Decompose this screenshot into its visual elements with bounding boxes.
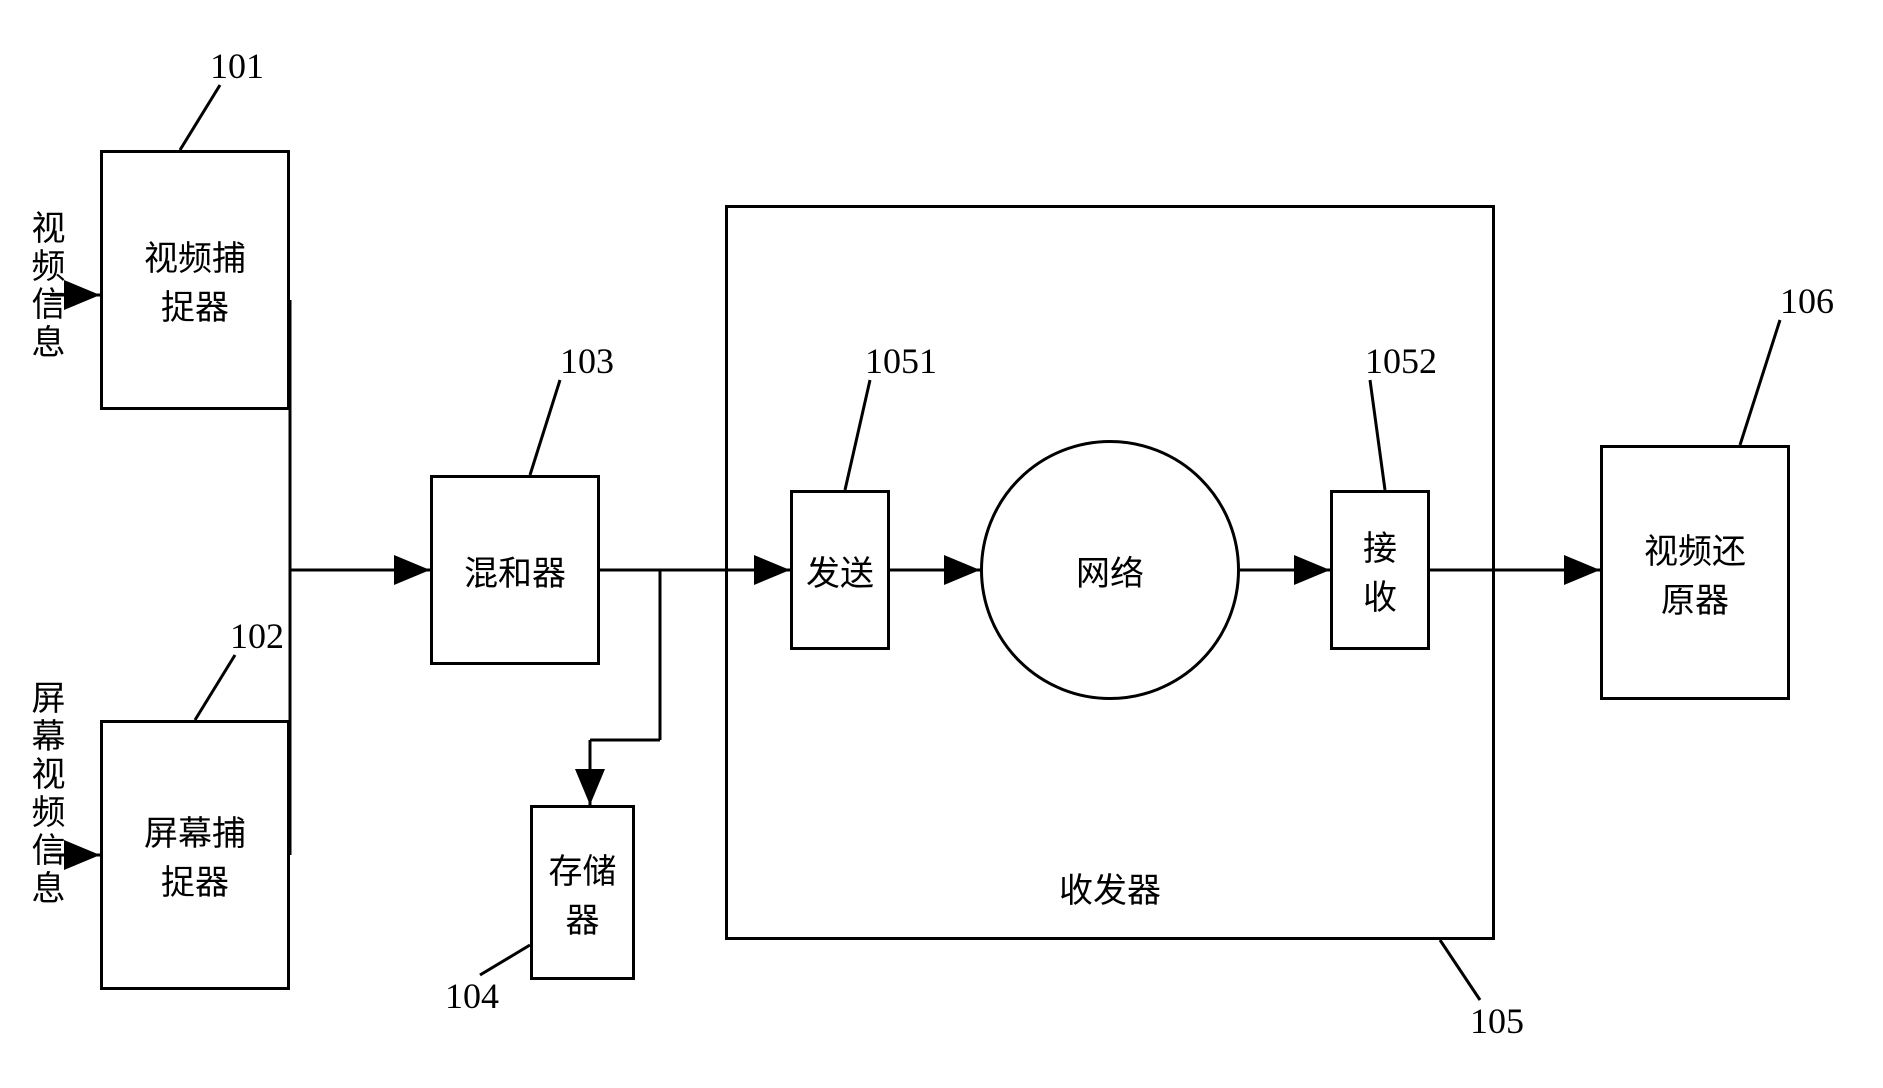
- input-label-video: 视频信息: [20, 210, 69, 362]
- receiver-label: 接收: [1333, 521, 1427, 619]
- video-capture-label: 视频捕捉器: [103, 231, 287, 329]
- transceiver-label: 收发器: [1059, 863, 1161, 912]
- video-restore-label: 视频还原器: [1603, 524, 1787, 622]
- id-102: 102: [230, 615, 284, 657]
- network-label: 网络: [1076, 546, 1144, 595]
- network-circle: 网络: [980, 440, 1240, 700]
- video-capture-box: 视频捕捉器: [100, 150, 290, 410]
- mixer-box: 混和器: [430, 475, 600, 665]
- storage-label: 存储器: [533, 844, 632, 942]
- id-101: 101: [210, 45, 264, 87]
- screen-capture-label: 屏幕捕捉器: [103, 806, 287, 904]
- sender-label: 发送: [806, 546, 874, 595]
- receiver-box: 接收: [1330, 490, 1430, 650]
- input-label-screen: 屏幕视频信息: [20, 680, 69, 908]
- sender-box: 发送: [790, 490, 890, 650]
- id-103: 103: [560, 340, 614, 382]
- screen-capture-box: 屏幕捕捉器: [100, 720, 290, 990]
- id-1051: 1051: [865, 340, 937, 382]
- id-104: 104: [445, 975, 499, 1017]
- mixer-label: 混和器: [464, 546, 566, 595]
- video-restore-box: 视频还原器: [1600, 445, 1790, 700]
- storage-box: 存储器: [530, 805, 635, 980]
- id-1052: 1052: [1365, 340, 1437, 382]
- id-106: 106: [1780, 280, 1834, 322]
- id-105: 105: [1470, 1000, 1524, 1042]
